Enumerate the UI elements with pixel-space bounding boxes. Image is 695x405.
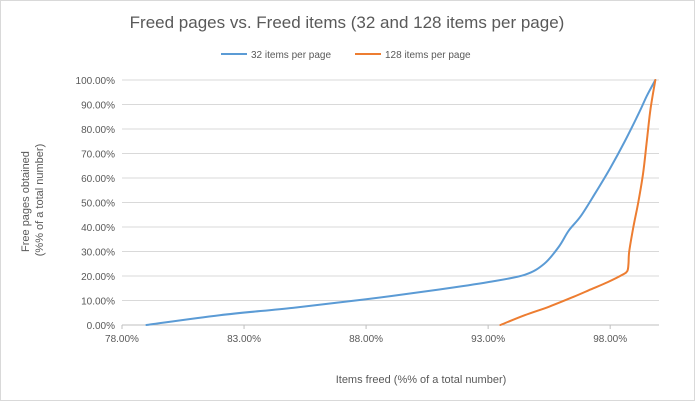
x-tick-label: 78.00%: [105, 334, 139, 345]
x-axis-ticks: 78.00% 83.00% 88.00% 93.00% 98.00%: [105, 325, 627, 345]
y-tick-label: 30.00%: [81, 248, 115, 259]
x-tick-label: 83.00%: [227, 334, 261, 345]
y-tick-label: 10.00%: [81, 297, 115, 308]
y-tick-label: 40.00%: [81, 223, 115, 234]
y-tick-label: 70.00%: [81, 150, 115, 161]
series-line-128-items: [499, 79, 657, 326]
y-tick-label: 0.00%: [87, 321, 115, 332]
y-tick-label: 20.00%: [81, 272, 115, 283]
y-tick-label: 80.00%: [81, 125, 115, 136]
series-layer: [145, 79, 657, 326]
y-axis-label: Free pages obtained (%% of a total numbe…: [20, 144, 46, 257]
legend-label: 32 items per page: [251, 50, 331, 61]
legend-label: 128 items per page: [385, 50, 471, 61]
legend: 32 items per page 128 items per page: [221, 50, 471, 61]
y-tick-label: 50.00%: [81, 199, 115, 210]
y-tick-label: 60.00%: [81, 174, 115, 185]
y-tick-label: 100.00%: [76, 76, 116, 87]
y-axis-label-line-1: Free pages obtained: [20, 151, 32, 252]
x-tick-label: 88.00%: [349, 334, 383, 345]
x-axis-label: Items freed (%% of a total number): [336, 374, 507, 386]
y-axis-ticks: 0.00% 10.00% 20.00% 30.00% 40.00% 50.00% 60.00…: [76, 76, 116, 332]
y-axis-label-line-2: (%% of a total number): [34, 144, 46, 257]
series-line-32-items: [145, 79, 657, 326]
gridlines: [122, 79, 659, 326]
chart-title: Freed pages vs. Freed items (32 and 128 …: [130, 13, 565, 32]
x-tick-label: 98.00%: [593, 334, 627, 345]
y-tick-label: 90.00%: [81, 101, 115, 112]
x-tick-label: 93.00%: [471, 334, 505, 345]
